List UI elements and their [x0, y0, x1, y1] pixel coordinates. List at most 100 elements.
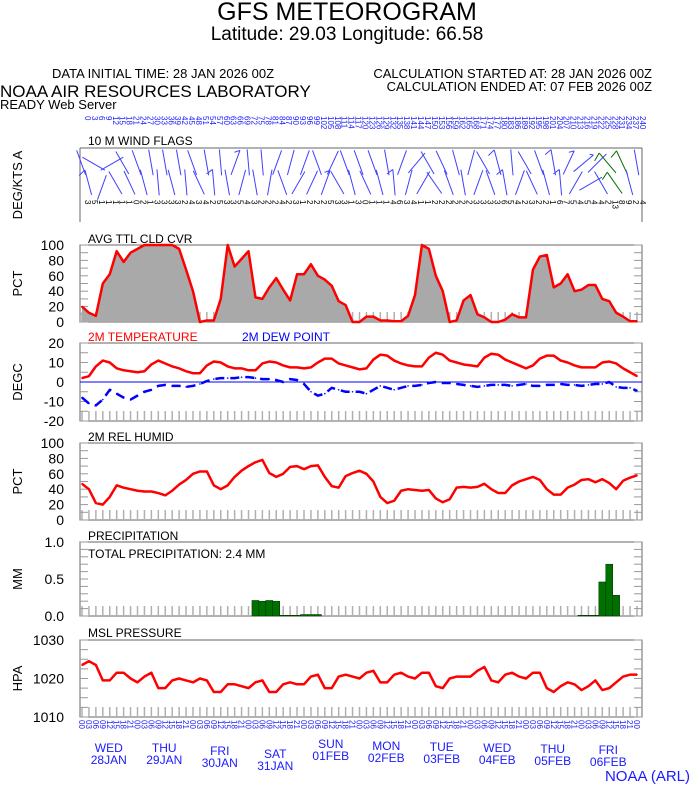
cloud-cover-line-point — [136, 248, 139, 250]
dew-point-line-point — [386, 387, 389, 389]
precip-bar — [591, 615, 600, 617]
panel-title: AVG TTL CLD CVR — [88, 232, 193, 246]
hour-of-day-label: 21 — [403, 720, 412, 729]
wind-barb — [568, 171, 583, 195]
rel-humidity-line-point — [344, 475, 347, 477]
wind-barb — [252, 169, 258, 196]
temperature-line-point — [441, 353, 444, 356]
dew-point-line-point — [476, 386, 479, 388]
wind-speed-label: 2 — [437, 200, 446, 205]
wind-barb-flag — [568, 150, 575, 153]
hour-of-day-label: 21 — [237, 720, 246, 729]
wind-speed-label: 3 — [159, 200, 168, 205]
wind-barb — [326, 150, 339, 175]
y-tick-label: 60 — [48, 466, 64, 482]
hour-of-day-label: 18 — [396, 720, 405, 729]
temperature-line — [81, 351, 638, 380]
precip-bar — [286, 615, 294, 617]
hour-of-day-label: 18 — [341, 720, 350, 729]
wind-barb — [299, 150, 310, 175]
forecast-hour-label: 93 — [298, 116, 307, 125]
wind-barb-flag — [594, 152, 600, 162]
cloud-cover-line-point — [518, 316, 520, 319]
wind-barb-flag — [496, 169, 503, 176]
hour-of-day-label: 12 — [216, 720, 225, 729]
wind-speed-label: 13 — [610, 200, 619, 209]
panel-title: 2M REL HUMID — [88, 430, 174, 444]
pressure-line-point — [393, 673, 395, 676]
pressure-line-point — [601, 689, 604, 691]
rel-humidity-line-point — [81, 483, 83, 485]
dew-point-line-point — [518, 384, 520, 386]
pressure-line-point — [594, 679, 597, 682]
forecast-hour-label: 126 — [374, 116, 383, 130]
cloud-cover-line-point — [497, 321, 500, 323]
wind-barb — [404, 169, 413, 196]
precip-bar — [300, 614, 308, 617]
hour-of-day-label: 06 — [257, 720, 266, 729]
rel-humidity-line-point — [622, 479, 624, 482]
dew-point-line-point — [546, 384, 548, 386]
cloud-cover-line-point — [469, 294, 472, 296]
rel-humidity-line-point — [240, 469, 243, 472]
forecast-hour-label: 168 — [472, 116, 481, 130]
rel-humidity-line-point — [268, 472, 271, 474]
hour-of-day-label: 03 — [250, 720, 259, 729]
wind-barb — [82, 156, 106, 171]
y-axis-label: HPA — [10, 665, 25, 691]
temperature-line-point — [344, 364, 347, 367]
wind-barb — [353, 150, 364, 175]
hour-of-day-label: 09 — [542, 720, 551, 729]
pressure-line-point — [400, 671, 402, 674]
pressure-line-point — [414, 677, 416, 680]
precip-bar — [307, 614, 315, 617]
wind-barb — [339, 150, 350, 175]
wind-barb — [367, 150, 378, 175]
temperature-line-point — [546, 354, 548, 357]
forecast-hour-label: 42 — [180, 116, 189, 125]
cloud-cover-line-point — [365, 315, 368, 318]
pressure-line-point — [532, 671, 534, 674]
forecast-hour-label: 180 — [499, 116, 508, 130]
wind-barb — [187, 150, 198, 175]
dew-point-line-point — [351, 390, 354, 393]
date-label: 28JAN — [91, 753, 127, 767]
pressure-line-point — [122, 671, 125, 674]
dew-point-line-point — [275, 379, 278, 381]
temperature-line-point — [108, 361, 111, 364]
dew-point-line-point — [102, 398, 104, 401]
temperature-line-point — [261, 362, 264, 365]
cloud-cover-line-point — [552, 286, 555, 289]
panel-frame — [79, 442, 643, 521]
cloud-cover-line-point — [393, 320, 395, 323]
cloud-cover-line-point — [448, 321, 451, 323]
date-label: 03FEB — [423, 752, 460, 766]
dew-point-line-point — [143, 390, 146, 393]
wind-speed-label: 4 — [589, 200, 598, 205]
temperature-line-point — [164, 362, 167, 365]
cloud-cover-line-point — [102, 282, 104, 285]
wind-speed-label: 5 — [506, 200, 515, 205]
hour-of-day-label: 12 — [160, 720, 169, 729]
pressure-line-point — [587, 685, 590, 687]
cloud-cover-line-point — [615, 311, 617, 314]
forecast-hour-label: 228 — [610, 116, 619, 130]
wind-speed-label: 4 — [388, 200, 397, 205]
wind-speed-label: 8 — [617, 200, 626, 205]
wind-speed-label: 4 — [409, 200, 418, 205]
wind-barb-flag — [601, 171, 608, 180]
wind-speed-label: 1 — [298, 200, 307, 205]
wind-speed-label: 1 — [111, 200, 120, 205]
hour-of-day-label: 15 — [500, 720, 509, 729]
cloud-cover-line-point — [296, 273, 298, 276]
temperature-line-point — [143, 370, 146, 373]
y-tick-label: 80 — [48, 252, 64, 268]
rel-humidity-line-point — [546, 488, 548, 491]
y-tick-label: 100 — [41, 435, 65, 451]
temperature-line-point — [247, 369, 250, 372]
hour-of-day-label: 21 — [181, 720, 190, 729]
hour-of-day-label: 03 — [417, 720, 426, 729]
temperature-line-point — [95, 365, 97, 368]
wind-barb — [426, 171, 443, 194]
pressure-line-point — [344, 673, 347, 676]
